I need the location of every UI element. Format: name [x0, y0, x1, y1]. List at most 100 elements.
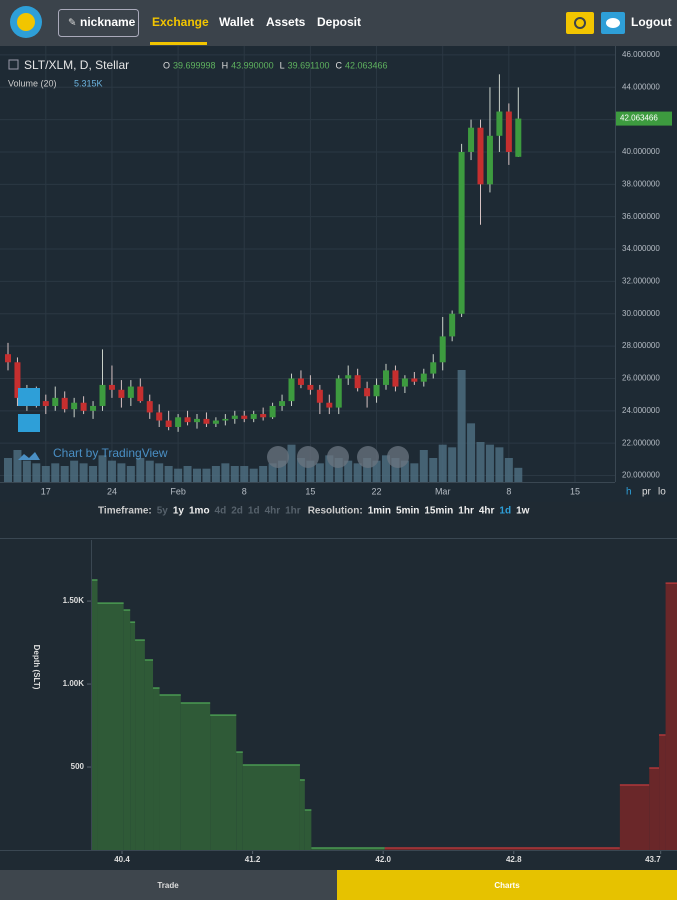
volume-title: Volume (20): [8, 78, 57, 88]
scroll-left[interactable]: [357, 446, 379, 468]
volume-bar: [98, 455, 107, 482]
candle-body: [260, 414, 267, 418]
volume-bar: [4, 458, 12, 482]
resolution-option[interactable]: 15min: [424, 506, 453, 517]
volume-bar: [495, 447, 504, 482]
depth-step: [236, 752, 243, 850]
volume-bar: [259, 466, 268, 482]
x-tick-label: 42.8: [506, 855, 522, 864]
reset[interactable]: [327, 446, 349, 468]
candle-body: [364, 388, 371, 397]
tool-button[interactable]: [18, 388, 40, 406]
depth-step: [665, 583, 677, 850]
tool-button[interactable]: [18, 414, 40, 432]
depth-step: [91, 580, 98, 850]
candle-body: [335, 378, 342, 408]
nav-link[interactable]: Assets: [266, 15, 306, 29]
resolution-option[interactable]: 4hr: [479, 506, 495, 517]
resolution-option[interactable]: 1min: [368, 506, 391, 517]
candle-body: [449, 313, 456, 337]
volume-bar: [485, 444, 494, 482]
tab-label[interactable]: Charts: [494, 881, 520, 890]
volume-bar: [51, 463, 60, 482]
volume-bar: [372, 460, 381, 482]
last-price-tag: [616, 111, 672, 126]
timeframe-option[interactable]: 2d: [231, 506, 243, 517]
volume-bar: [353, 463, 362, 482]
nav-link[interactable]: Exchange: [152, 15, 209, 29]
scale-option[interactable]: pr: [642, 487, 652, 498]
zoom-out[interactable]: [267, 446, 289, 468]
y-tick-label: 30.000000: [622, 309, 660, 318]
resolution-option[interactable]: 5min: [396, 506, 419, 517]
volume-bar: [164, 466, 173, 482]
timeframe-option[interactable]: 5y: [157, 506, 169, 517]
candle-body: [61, 397, 68, 410]
volume-bar: [476, 442, 485, 482]
depth-step: [242, 765, 300, 850]
candle-body: [354, 375, 361, 389]
volume-bar: [193, 468, 201, 482]
depth-step: [304, 810, 312, 850]
y-tick-label: 36.000000: [622, 212, 660, 221]
candle-body: [231, 415, 238, 419]
volume-bar: [391, 458, 400, 482]
candle-body: [118, 389, 125, 398]
tab[interactable]: [0, 870, 337, 900]
candle-body: [71, 402, 78, 410]
tab-active[interactable]: [337, 870, 677, 900]
volume-bar: [136, 458, 145, 482]
logout[interactable]: Logout: [631, 15, 672, 29]
timeframe-option[interactable]: 4d: [215, 506, 227, 517]
timeframe-option[interactable]: 1d: [248, 506, 260, 517]
active-underline: [150, 42, 207, 45]
volume-bar: [79, 463, 88, 482]
volume-bar: [70, 460, 79, 482]
ohlc-key: C: [336, 60, 343, 70]
candle-body: [14, 362, 21, 398]
theme-button[interactable]: [566, 12, 594, 34]
y-tick-label: 26.000000: [622, 374, 660, 383]
volume-bar: [41, 466, 50, 482]
candle-body: [430, 362, 437, 374]
nav-link[interactable]: Wallet: [219, 15, 254, 29]
candle-body: [401, 378, 408, 387]
scale-option[interactable]: lo: [658, 487, 666, 498]
scroll-right[interactable]: [387, 446, 409, 468]
ohlc-key: O: [163, 60, 170, 70]
candle-body: [137, 386, 144, 402]
timeframe-option[interactable]: 1hr: [285, 506, 301, 517]
tab-label[interactable]: Trade: [157, 881, 179, 890]
y-tick-label: 22.000000: [622, 438, 660, 447]
volume-bar: [315, 463, 324, 482]
watermark[interactable]: Chart by TradingView: [53, 446, 168, 460]
depth-step: [159, 695, 181, 850]
volume-bar: [249, 468, 258, 482]
symbol: SLT/XLM, D, Stellar: [24, 58, 129, 72]
timeframe-option[interactable]: 1y: [173, 506, 185, 517]
resolution-option[interactable]: 1d: [499, 506, 511, 517]
depth-step: [123, 610, 131, 850]
zoom-in[interactable]: [297, 446, 319, 468]
volume-bar: [448, 447, 457, 482]
resolution-option[interactable]: 1w: [516, 506, 530, 517]
depth-step: [153, 688, 160, 850]
timeframe-label: Timeframe:: [98, 506, 152, 517]
ohlc-key: L: [280, 60, 285, 70]
price-chart-bg: [0, 46, 677, 502]
resolution-option[interactable]: 1hr: [458, 506, 474, 517]
volume-bar: [382, 455, 390, 482]
scale-option[interactable]: h: [626, 487, 632, 498]
collapse-icon[interactable]: [8, 59, 19, 70]
timeframe-option[interactable]: 4hr: [265, 506, 281, 517]
timeframe-option[interactable]: 1mo: [189, 506, 210, 517]
candle-body: [496, 111, 503, 136]
user-button[interactable]: [58, 9, 139, 37]
depth-step: [619, 784, 650, 850]
nav-link[interactable]: Deposit: [317, 15, 361, 29]
candle-body: [279, 401, 286, 406]
candle-body: [505, 111, 512, 152]
candle-body: [222, 418, 229, 421]
volume-bar: [60, 466, 69, 482]
